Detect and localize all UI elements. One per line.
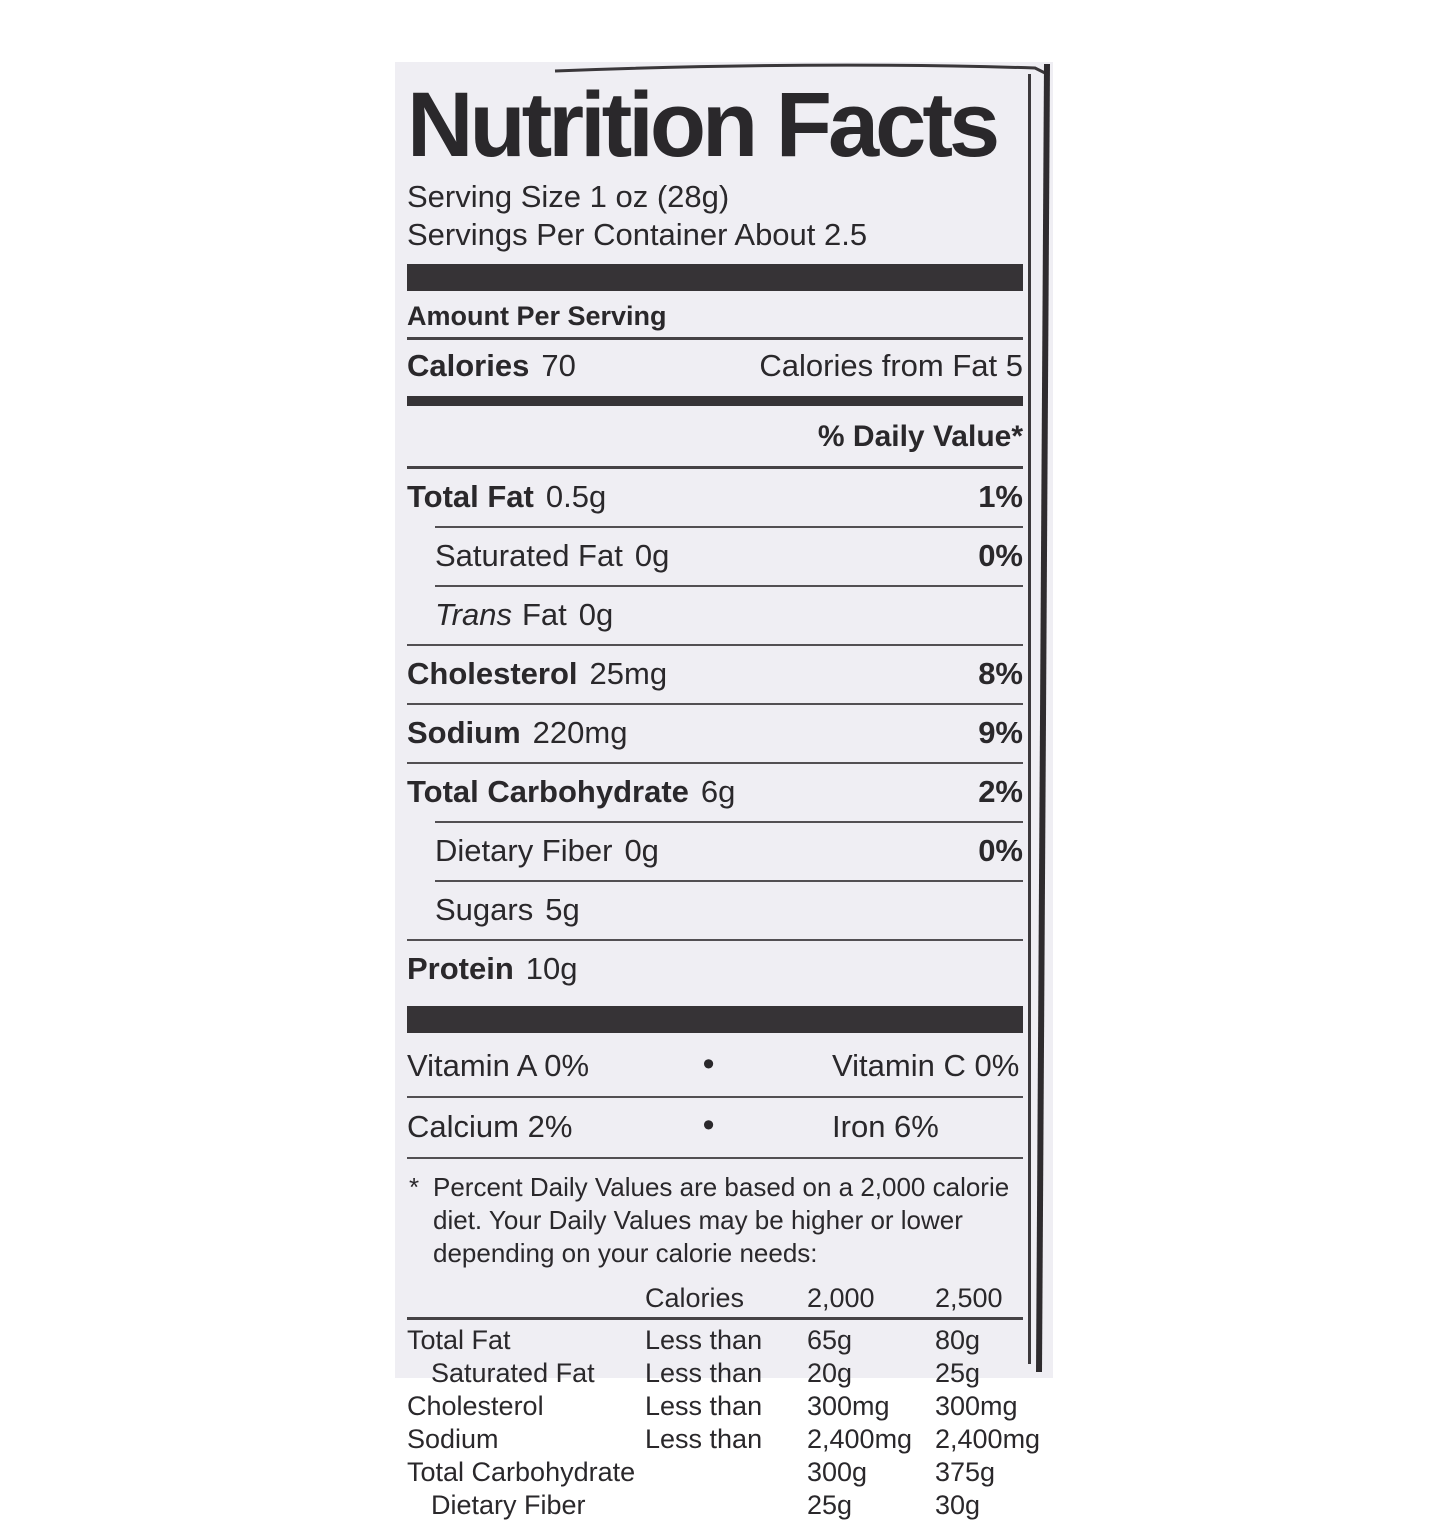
vitamin-c: Vitamin C 0% bbox=[832, 1048, 1020, 1083]
table-row: Dietary Fiber 25g 30g bbox=[431, 1490, 981, 1520]
package-right-edge bbox=[1036, 63, 1050, 1373]
header-2500: 2,500 bbox=[935, 1283, 1003, 1313]
amount-per-serving-heading: Amount Per Serving bbox=[407, 301, 667, 331]
daily-value-percent: 0% bbox=[978, 833, 1023, 868]
nutrient-row-cholesterol: Cholesterol 25mg 8% bbox=[407, 656, 1023, 691]
calories-value: 70 bbox=[541, 348, 576, 383]
separator-bar-medium bbox=[407, 396, 1023, 406]
separator-bar bbox=[407, 264, 1023, 291]
daily-values-footnote: * Percent Daily Values are based on a 2,… bbox=[407, 1161, 1023, 1276]
nutrient-row-saturated-fat: Saturated Fat 0g 0% bbox=[435, 538, 1023, 573]
divider bbox=[407, 337, 1023, 340]
calcium: Calcium 2% bbox=[407, 1109, 573, 1144]
package-top-edge bbox=[554, 63, 1048, 76]
divider bbox=[435, 585, 1023, 587]
nutrient-row-total-carbohydrate: Total Carbohydrate 6g 2% bbox=[407, 774, 1023, 809]
vitamin-row-calcium-iron: Calcium 2% • Iron 6% bbox=[407, 1100, 1023, 1155]
footnote-marker: * bbox=[409, 1172, 420, 1202]
nutrient-row-total-fat: Total Fat 0.5g 1% bbox=[407, 479, 1023, 514]
daily-value-percent: 8% bbox=[978, 656, 1023, 691]
table-row: Total Fat Less than 65g 80g bbox=[407, 1325, 981, 1355]
header-2000: 2,000 bbox=[807, 1283, 875, 1313]
header-calories: Calories bbox=[645, 1283, 745, 1313]
nutrient-row-protein: Protein 10g bbox=[407, 951, 578, 986]
nutrient-row-sodium: Sodium 220mg 9% bbox=[407, 715, 1023, 750]
divider bbox=[407, 1096, 1023, 1098]
daily-value-percent: 0% bbox=[978, 538, 1023, 573]
vitamin-a: Vitamin A 0% bbox=[407, 1048, 590, 1083]
label-right-border bbox=[1028, 74, 1031, 1364]
label-title: Nutrition Facts bbox=[407, 74, 1000, 176]
vitamin-row-a-c: Vitamin A 0% • Vitamin C 0% bbox=[407, 1039, 1023, 1094]
nutrient-row-sugars: Sugars 5g bbox=[435, 892, 580, 927]
divider bbox=[435, 821, 1023, 823]
divider bbox=[407, 762, 1023, 764]
bullet-separator: • bbox=[702, 1106, 715, 1144]
footnote-text: Percent Daily Values are based on a 2,00… bbox=[433, 1172, 1010, 1268]
divider bbox=[407, 939, 1023, 941]
divider bbox=[435, 880, 1023, 882]
daily-value-percent: 2% bbox=[978, 774, 1023, 809]
divider bbox=[407, 1157, 1023, 1159]
table-row: Saturated Fat Less than 20g 25g bbox=[431, 1358, 981, 1388]
table-row: Cholesterol Less than 300mg 300mg bbox=[407, 1391, 1018, 1421]
nutrition-facts-label: Nutrition Facts Serving Size 1 oz (28g) … bbox=[395, 62, 1053, 1520]
nutrient-row-trans-fat: Trans Fat 0g bbox=[435, 597, 614, 632]
servings-per-container: Servings Per Container About 2.5 bbox=[407, 217, 868, 252]
calories-from-fat: Calories from Fat 5 bbox=[759, 348, 1023, 383]
table-row: Sodium Less than 2,400mg 2,400mg bbox=[407, 1424, 1041, 1454]
calories-row: Calories 70 Calories from Fat 5 bbox=[407, 342, 1023, 392]
divider bbox=[407, 703, 1023, 705]
separator-bar bbox=[407, 1006, 1023, 1033]
serving-size: Serving Size 1 oz (28g) bbox=[407, 179, 730, 214]
table-row: Total Carbohydrate 300g 375g bbox=[407, 1457, 996, 1487]
divider bbox=[407, 466, 1023, 469]
daily-value-header: % Daily Value* bbox=[817, 420, 1023, 453]
daily-value-percent: 1% bbox=[978, 479, 1023, 514]
divider bbox=[407, 644, 1023, 646]
daily-values-table: Calories 2,000 2,500 Total Fat Less than… bbox=[407, 1282, 1041, 1522]
table-header-row: Calories 2,000 2,500 bbox=[407, 1282, 1023, 1320]
bullet-separator: • bbox=[702, 1045, 715, 1083]
divider bbox=[435, 526, 1023, 528]
calories-label: Calories bbox=[407, 348, 530, 383]
iron: Iron 6% bbox=[832, 1109, 939, 1144]
nutrient-row-dietary-fiber: Dietary Fiber 0g 0% bbox=[435, 833, 1023, 868]
daily-value-percent: 9% bbox=[978, 715, 1023, 750]
